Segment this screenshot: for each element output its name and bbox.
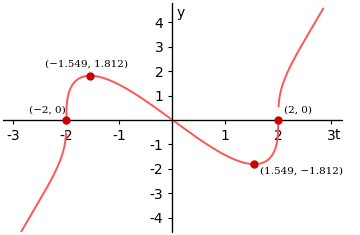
Text: (−1.549, 1.812): (−1.549, 1.812) — [45, 60, 128, 69]
Text: (2, 0): (2, 0) — [284, 106, 311, 115]
Text: t: t — [335, 129, 340, 142]
Text: (−2, 0): (−2, 0) — [29, 106, 66, 115]
Text: (1.549, −1.812): (1.549, −1.812) — [260, 166, 343, 175]
Text: y: y — [176, 6, 185, 20]
